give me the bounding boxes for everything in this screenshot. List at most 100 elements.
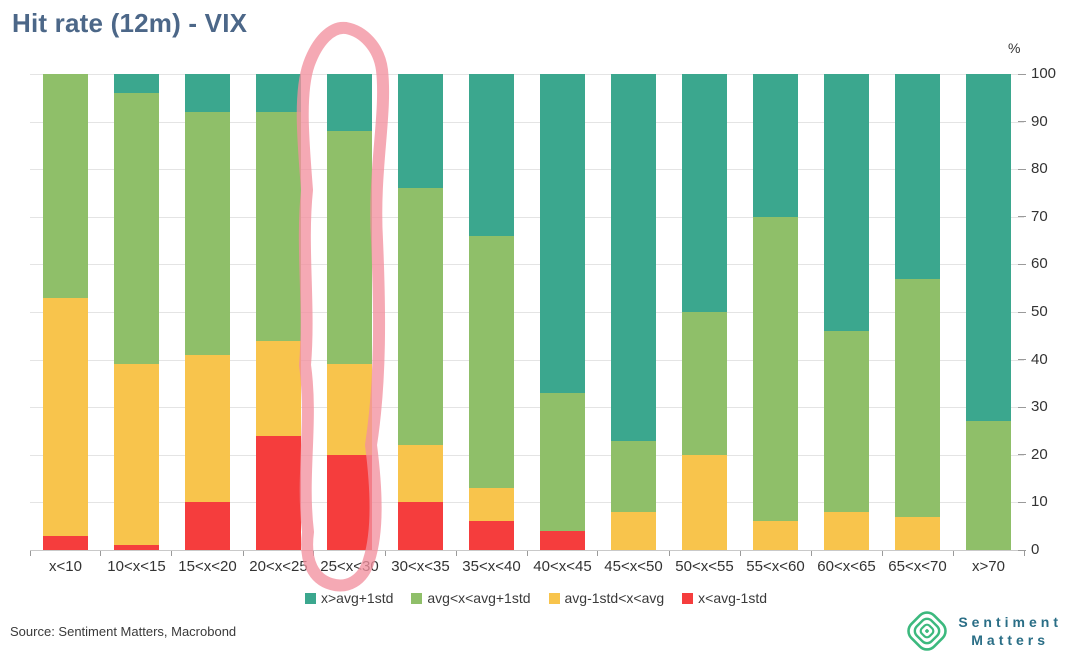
bar-segment-avg<x<avg+1std[interactable] [398,188,443,446]
bar-segment-x>avg+1std[interactable] [895,74,940,279]
bar-segment-x>avg+1std[interactable] [469,74,514,236]
x-axis-label-10<x<15: 10<x<15 [107,558,166,575]
bar-slot-50<x<55 [669,74,740,550]
bar-segment-avg<x<avg+1std[interactable] [966,421,1011,550]
bar-segment-avg<x<avg+1std[interactable] [824,331,869,512]
bar-segment-avg<x<avg+1std[interactable] [540,392,585,531]
legend: x>avg+1std avg<x<avg+1std avg-1std<x<avg x<… [0,590,1072,606]
bar-60<x<65[interactable] [824,74,869,550]
legend-item-x>avg+1std[interactable]: x>avg+1std [304,590,394,606]
bar-segment-avg<x<avg+1std[interactable] [43,74,88,298]
gridline-40 [30,359,1024,361]
bar-55<x<60[interactable] [753,74,798,550]
bar-segment-x>avg+1std[interactable] [753,74,798,217]
bar-slot-35<x<40 [456,74,527,550]
y-tick-40 [1018,359,1026,361]
bar-segment-avg-1std<x<avg[interactable] [895,516,940,550]
x-axis-label-65<x<70: 65<x<70 [888,558,947,575]
bar-segment-avg-1std<x<avg[interactable] [611,511,656,550]
bar-segment-x<avg-1std[interactable] [327,454,372,550]
bar-segment-x<avg-1std[interactable] [43,535,88,550]
bar-segment-avg-1std<x<avg[interactable] [753,521,798,550]
bar-segment-x>avg+1std[interactable] [966,74,1011,422]
y-axis-ticks [1018,73,1026,551]
bar-segment-avg<x<avg+1std[interactable] [682,312,727,455]
x-tick-1 [100,551,102,556]
bar-segment-x<avg-1std[interactable] [256,435,301,550]
bar-segment-avg-1std<x<avg[interactable] [256,340,301,436]
bar-slot-45<x<50 [598,74,669,550]
legend-label-x>avg+1std: x>avg+1std [320,590,394,606]
gridline-50 [30,312,1024,313]
bar-50<x<55[interactable] [682,74,727,550]
x-tick-2 [171,551,173,556]
y-tick-label-90: 90 [1031,112,1048,130]
bar-segment-x<avg-1std[interactable] [398,502,443,550]
bar-25<x<30[interactable] [327,74,372,550]
bar-segment-avg-1std<x<avg[interactable] [185,354,230,503]
x-tick-3 [242,551,244,556]
bar-segment-avg-1std<x<avg[interactable] [43,297,88,536]
bar-segment-avg<x<avg+1std[interactable] [114,93,159,365]
x-axis-label-40<x<45: 40<x<45 [533,558,592,575]
legend-item-avg-1std<x<avg[interactable]: avg-1std<x<avg [548,590,664,606]
bar-40<x<45[interactable] [540,74,585,550]
bar-segment-avg-1std<x<avg[interactable] [469,488,514,522]
source-note: Source: Sentiment Matters, Macrobond [10,624,237,639]
bar-segment-x>avg+1std[interactable] [682,74,727,313]
y-tick-90 [1018,121,1026,123]
x-axis-label-15<x<20: 15<x<20 [178,558,237,575]
x-tick-11 [810,551,812,556]
bar-30<x<35[interactable] [398,74,443,550]
logo-line1: Sentiment [958,613,1062,630]
bar-segment-avg<x<avg+1std[interactable] [469,235,514,489]
x-axis-labels: x<10 10<x<15 15<x<20 20<x<25 25<x<30 30<x<35 3… [30,558,1024,575]
bar-segment-x<avg-1std[interactable] [469,521,514,550]
y-tick-label-40: 40 [1031,350,1048,368]
bar-segment-avg<x<avg+1std[interactable] [753,216,798,522]
bar-segment-avg-1std<x<avg[interactable] [824,511,869,550]
bar-45<x<50[interactable] [611,74,656,550]
bar-segment-avg<x<avg+1std[interactable] [611,440,656,512]
bar-segment-x<avg-1std[interactable] [185,502,230,550]
y-tick-100 [1018,73,1026,75]
bar-15<x<20[interactable] [185,74,230,550]
bar-slot-40<x<45 [527,74,598,550]
bar-segment-x>avg+1std[interactable] [185,74,230,113]
logo-wordmark: Sentiment Matters [958,613,1062,649]
bar-segment-avg<x<avg+1std[interactable] [327,131,372,365]
bar-35<x<40[interactable] [469,74,514,550]
bar-segment-x>avg+1std[interactable] [611,74,656,441]
x-tick-8 [597,551,599,556]
bar-segment-x<avg-1std[interactable] [114,545,159,550]
bar-segment-x<avg-1std[interactable] [540,530,585,550]
bar-65<x<70[interactable] [895,74,940,550]
y-tick-70 [1018,216,1026,218]
x-axis-label-20<x<25: 20<x<25 [249,558,308,575]
legend-item-x<avg-1std[interactable]: x<avg-1std [682,590,767,606]
bar-segment-avg-1std<x<avg[interactable] [327,364,372,455]
bar-series-container [30,74,1024,550]
bar-x<10[interactable] [43,74,88,550]
bar-x>70[interactable] [966,74,1011,550]
bar-10<x<15[interactable] [114,74,159,550]
bar-segment-avg<x<avg+1std[interactable] [185,112,230,355]
bar-segment-x>avg+1std[interactable] [398,74,443,189]
legend-item-avg<x<avg+1std[interactable]: avg<x<avg+1std [411,590,531,606]
bar-segment-x>avg+1std[interactable] [114,74,159,94]
bar-segment-avg<x<avg+1std[interactable] [895,278,940,517]
bar-segment-avg<x<avg+1std[interactable] [256,112,301,341]
bar-segment-x>avg+1std[interactable] [327,74,372,132]
bar-segment-avg-1std<x<avg[interactable] [398,445,443,503]
bar-slot-10<x<15 [101,74,172,550]
bar-20<x<25[interactable] [256,74,301,550]
bar-segment-x>avg+1std[interactable] [256,74,301,113]
x-tick-14 [1023,551,1025,556]
x-tick-13 [952,551,954,556]
chart-title: Hit rate (12m) - VIX [12,8,248,38]
bar-segment-avg-1std<x<avg[interactable] [682,454,727,550]
bar-segment-avg-1std<x<avg[interactable] [114,364,159,546]
y-tick-50 [1018,311,1026,313]
bar-segment-x>avg+1std[interactable] [540,74,585,393]
bar-segment-x>avg+1std[interactable] [824,74,869,332]
